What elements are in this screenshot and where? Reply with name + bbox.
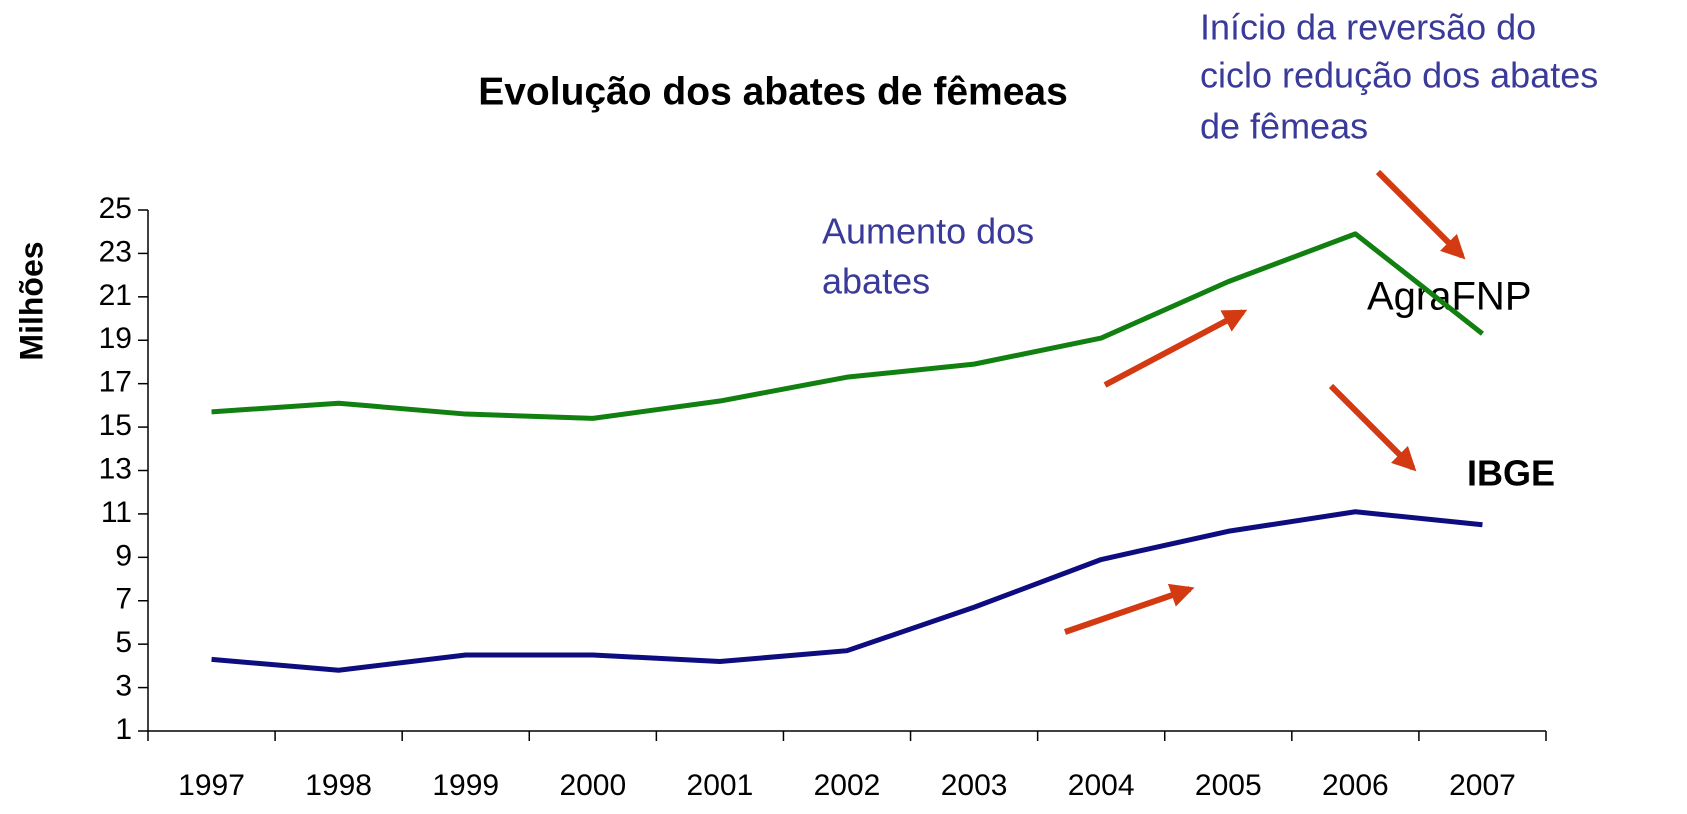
y-tick-label: 11 bbox=[101, 496, 132, 529]
annotation: Início da reversão do bbox=[1200, 7, 1536, 48]
y-tick-label: 1 bbox=[115, 713, 132, 746]
arrow bbox=[1375, 169, 1466, 260]
y-tick-label: 5 bbox=[115, 626, 132, 659]
x-tick-label: 2004 bbox=[1068, 769, 1135, 802]
arrow bbox=[1064, 583, 1195, 635]
x-tick-label: 2005 bbox=[1195, 769, 1262, 802]
annotation: abates bbox=[822, 261, 930, 302]
annotation: ciclo redução dos abates bbox=[1200, 55, 1598, 96]
x-tick-label: 2003 bbox=[941, 769, 1008, 802]
y-tick-label: 13 bbox=[99, 452, 132, 485]
x-tick-label: 1997 bbox=[178, 769, 245, 802]
x-tick-label: 2000 bbox=[559, 769, 626, 802]
x-tick-label: 2006 bbox=[1322, 769, 1389, 802]
series-line bbox=[211, 231, 1484, 421]
y-tick-label: 17 bbox=[99, 366, 132, 399]
y-tick-label: 23 bbox=[99, 235, 132, 268]
annotation: Aumento dos bbox=[822, 211, 1034, 252]
arrow bbox=[1103, 309, 1248, 388]
arrow bbox=[1328, 383, 1417, 472]
y-tick-label: 9 bbox=[115, 539, 132, 572]
chart-title: Evolução dos abates de fêmeas bbox=[478, 70, 1068, 113]
series-line bbox=[211, 509, 1483, 673]
y-tick-label: 19 bbox=[99, 322, 132, 355]
x-tick-label: 2002 bbox=[814, 769, 881, 802]
y-tick-label: 3 bbox=[115, 670, 132, 703]
series-label: IBGE bbox=[1467, 453, 1555, 494]
arrows bbox=[1064, 169, 1466, 635]
x-tick-label: 2001 bbox=[687, 769, 754, 802]
series-label: AgraFNP bbox=[1367, 275, 1532, 319]
y-axis-label: Milhões bbox=[13, 241, 49, 360]
x-tick-label: 2007 bbox=[1449, 769, 1516, 802]
y-tick-label: 15 bbox=[99, 409, 132, 442]
y-tick-label: 21 bbox=[99, 279, 132, 312]
y-tick-label: 7 bbox=[115, 583, 132, 616]
y-tick-label: 25 bbox=[99, 192, 132, 225]
annotation: de fêmeas bbox=[1200, 106, 1368, 147]
x-tick-label: 1998 bbox=[305, 769, 372, 802]
x-tick-label: 1999 bbox=[432, 769, 499, 802]
